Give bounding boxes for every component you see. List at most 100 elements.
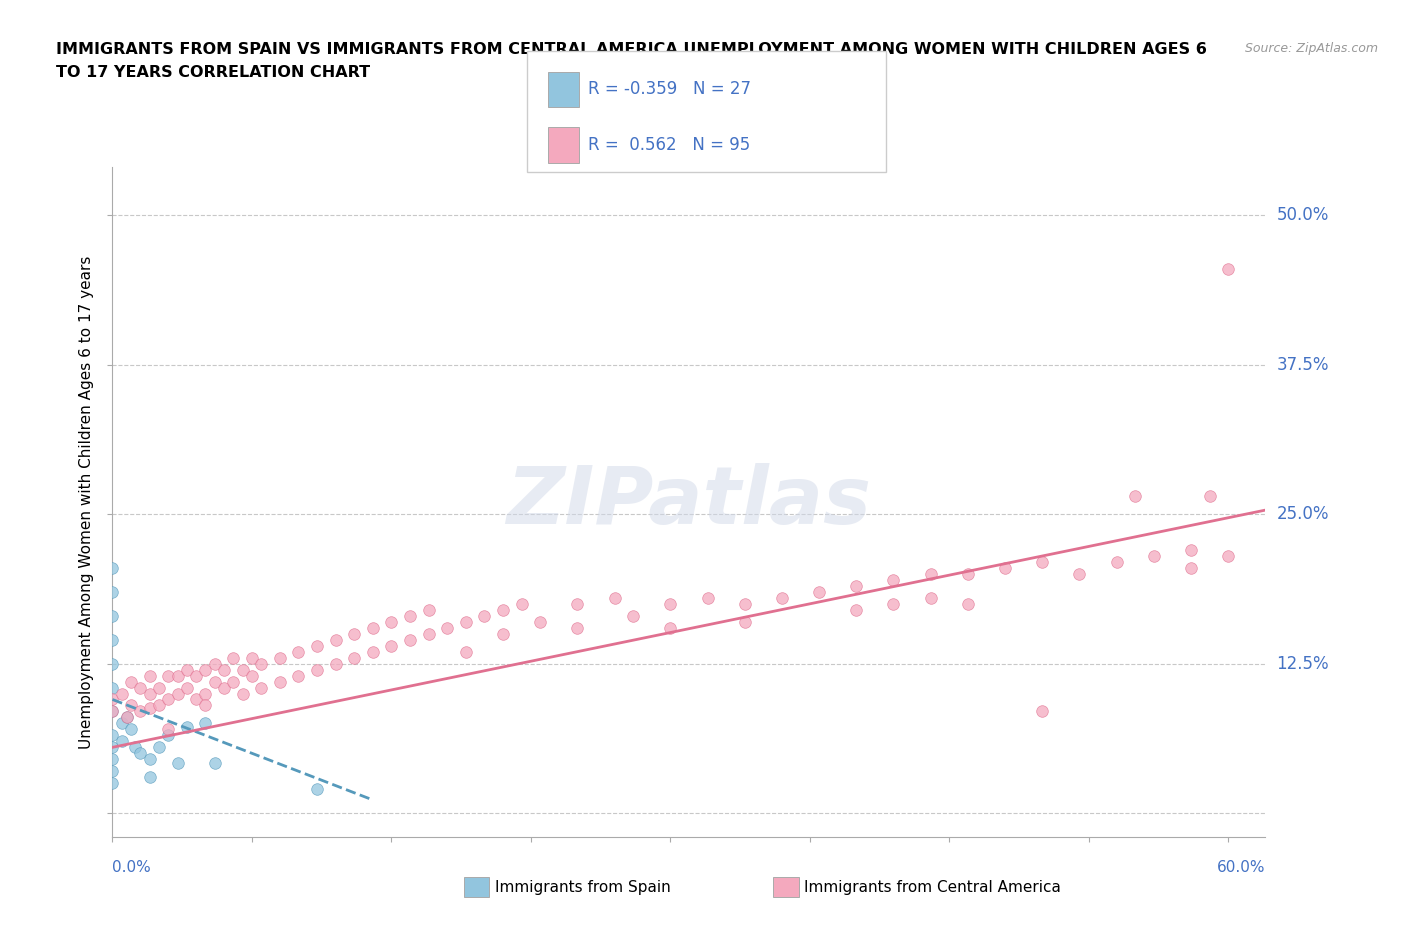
Point: [399, 608, 422, 623]
Point: [138, 686, 160, 701]
Point: [845, 603, 868, 618]
Point: [567, 620, 589, 635]
Point: [157, 692, 180, 707]
Point: [204, 674, 226, 689]
Point: [305, 662, 328, 677]
Point: [120, 698, 142, 713]
Point: [436, 620, 458, 635]
Point: [101, 608, 124, 623]
Point: [166, 686, 188, 701]
Point: [111, 686, 134, 701]
Point: [418, 626, 440, 641]
Y-axis label: Unemployment Among Women with Children Ages 6 to 17 years: Unemployment Among Women with Children A…: [79, 256, 94, 749]
Point: [1031, 704, 1053, 719]
Point: [492, 626, 515, 641]
Text: IMMIGRANTS FROM SPAIN VS IMMIGRANTS FROM CENTRAL AMERICA UNEMPLOYMENT AMONG WOME: IMMIGRANTS FROM SPAIN VS IMMIGRANTS FROM…: [56, 42, 1208, 57]
Point: [111, 734, 134, 749]
Point: [204, 657, 226, 671]
Point: [956, 566, 979, 581]
Point: [696, 591, 718, 605]
Point: [117, 710, 139, 724]
Point: [232, 686, 254, 701]
Point: [621, 608, 644, 623]
Point: [101, 704, 124, 719]
Point: [101, 680, 124, 695]
Point: [920, 566, 942, 581]
Point: [101, 776, 124, 790]
Text: 12.5%: 12.5%: [1277, 655, 1329, 672]
Point: [994, 561, 1017, 576]
Point: [734, 596, 756, 611]
Point: [808, 584, 831, 599]
Point: [287, 644, 309, 659]
Point: [567, 596, 589, 611]
Point: [1180, 561, 1202, 576]
Text: Immigrants from Spain: Immigrants from Spain: [495, 880, 671, 895]
Point: [659, 620, 682, 635]
Point: [166, 755, 188, 770]
Point: [212, 662, 235, 677]
Point: [148, 698, 170, 713]
Point: [250, 657, 273, 671]
Point: [250, 680, 273, 695]
Point: [101, 584, 124, 599]
Point: [194, 662, 217, 677]
Point: [148, 740, 170, 755]
Point: [117, 710, 139, 724]
Point: [212, 680, 235, 695]
Point: [101, 764, 124, 778]
Point: [361, 620, 384, 635]
Point: [603, 591, 626, 605]
Point: [101, 751, 124, 766]
Point: [101, 704, 124, 719]
Point: [138, 770, 160, 785]
Point: [1143, 549, 1166, 564]
Point: [129, 704, 152, 719]
Text: 60.0%: 60.0%: [1218, 860, 1265, 875]
Point: [101, 657, 124, 671]
Point: [1218, 549, 1240, 564]
Point: [492, 603, 515, 618]
Point: [222, 674, 245, 689]
Text: Immigrants from Central America: Immigrants from Central America: [804, 880, 1062, 895]
Point: [882, 573, 904, 588]
Point: [325, 632, 347, 647]
Point: [157, 668, 180, 683]
Point: [194, 686, 217, 701]
Point: [361, 644, 384, 659]
Point: [186, 668, 208, 683]
Point: [176, 662, 198, 677]
Point: [222, 650, 245, 665]
Point: [194, 716, 217, 731]
Point: [1069, 566, 1091, 581]
Point: [529, 615, 551, 630]
Point: [1198, 489, 1220, 504]
Point: [399, 632, 422, 647]
Text: 25.0%: 25.0%: [1277, 505, 1329, 524]
Point: [120, 674, 142, 689]
Text: 37.5%: 37.5%: [1277, 355, 1329, 374]
Point: [1105, 554, 1128, 569]
Point: [474, 608, 496, 623]
Point: [454, 644, 477, 659]
Point: [305, 782, 328, 797]
Point: [269, 674, 291, 689]
Point: [101, 740, 124, 755]
Point: [194, 698, 217, 713]
Point: [129, 746, 152, 761]
Text: ZIPatlas: ZIPatlas: [506, 463, 872, 541]
Point: [845, 578, 868, 593]
Point: [129, 680, 152, 695]
Point: [1123, 489, 1146, 504]
Point: [920, 591, 942, 605]
Point: [204, 755, 226, 770]
Point: [111, 716, 134, 731]
Point: [138, 700, 160, 715]
Text: Source: ZipAtlas.com: Source: ZipAtlas.com: [1244, 42, 1378, 55]
Point: [1218, 261, 1240, 276]
Point: [1180, 542, 1202, 557]
Point: [882, 596, 904, 611]
Point: [166, 668, 188, 683]
Point: [240, 650, 263, 665]
Point: [138, 751, 160, 766]
